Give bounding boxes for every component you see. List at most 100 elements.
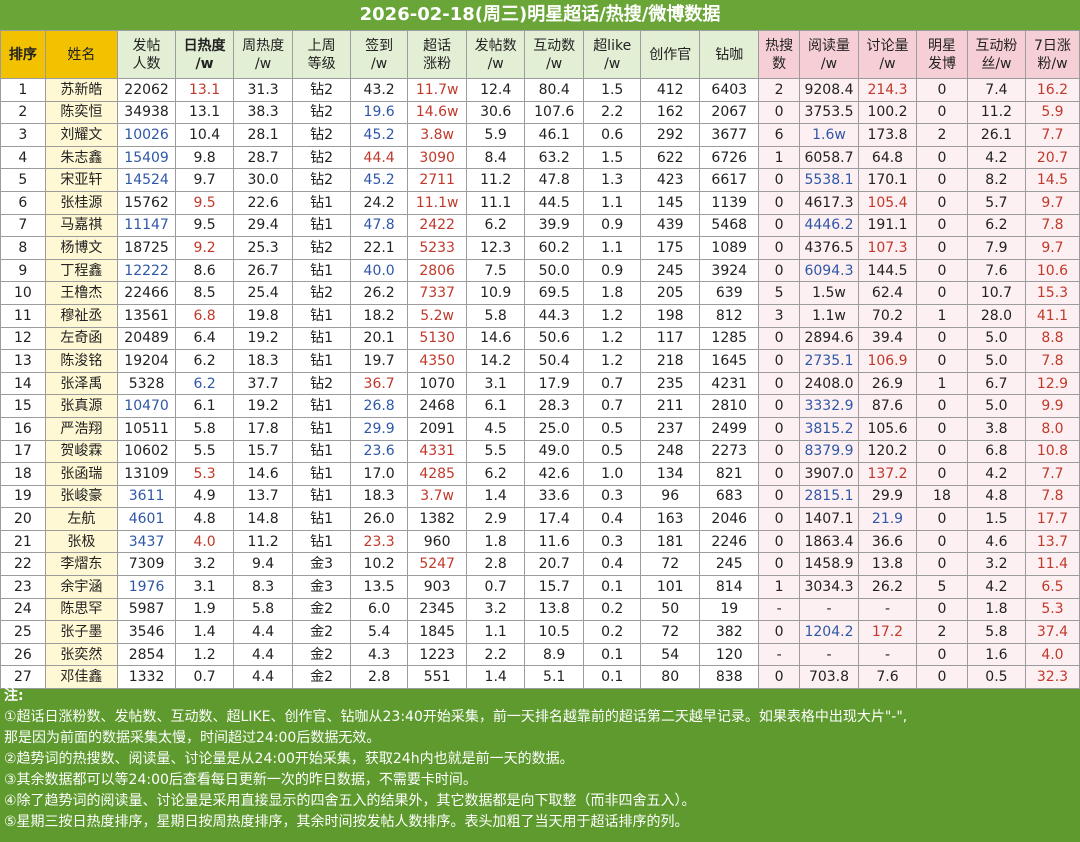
table-cell: 6.1 (175, 394, 235, 418)
table-cell: 7.5 (466, 258, 526, 283)
column-header: 创作官 (640, 30, 701, 79)
table-cell: 10.5 (524, 620, 585, 644)
table-cell: 28.1 (233, 123, 294, 147)
table-cell: 5 (916, 575, 968, 599)
table-cell: 34938 (117, 100, 177, 125)
table-cell: 42.6 (524, 462, 585, 486)
table-cell: 245 (640, 258, 701, 283)
table-cell: 2091 (407, 416, 468, 441)
table-cell: 0.6 (583, 123, 642, 147)
table-cell: 0.5 (583, 416, 642, 441)
table-cell: 412 (640, 78, 701, 102)
table-row: 8 杨博文 18725 9.2 25.3 钻2 22.1 5233 12.3 60.2 1.1 175… (0, 236, 1080, 260)
table-cell: 6094.3 (798, 258, 860, 283)
table-cell: 21.9 (857, 507, 918, 531)
table-cell: 11 (0, 303, 46, 328)
table-cell: 181 (640, 529, 701, 554)
table-cell: 6 (758, 123, 800, 147)
table-cell: 金3 (292, 552, 352, 577)
table-cell: 1070 (407, 371, 468, 396)
table-cell: 金2 (292, 620, 352, 644)
table-cell: 13.1 (175, 78, 235, 102)
table-row: 1 苏新皓 22062 13.1 31.3 钻2 43.2 11.7w 12.4 80.4 1.5 4… (0, 78, 1080, 102)
table-cell: 5468 (699, 213, 760, 238)
table-cell: 7.7 (1024, 123, 1080, 147)
table-cell: 44.5 (524, 190, 585, 215)
table-cell: 14 (0, 371, 46, 396)
table-row: 9 丁程鑫 12222 8.6 26.7 钻1 40.0 2806 7.5 50.0 0.9 245 3… (0, 258, 1080, 283)
table-cell: 5.7 (966, 190, 1026, 215)
table-cell: 10.6 (1024, 258, 1080, 283)
table-row: 13 陈浚铭 19204 6.2 18.3 钻1 19.7 4350 14.2 50.4 1.2 21… (0, 349, 1080, 373)
table-cell: 8.4 (466, 145, 526, 170)
table-cell: 0.7 (466, 575, 526, 599)
table-cell: 5.2w (407, 303, 468, 328)
star-name-cell: 苏新皓 (44, 78, 119, 102)
table-cell: 0 (916, 597, 968, 622)
table-cell: 50 (640, 597, 701, 622)
table-cell: 3.7w (407, 484, 468, 509)
table-row: 20 左航 4601 4.8 14.8 钻1 26.0 1382 2.9 17.4 0.4 163 20… (0, 507, 1080, 531)
table-cell: 10.9 (466, 281, 526, 305)
table-cell: 26.0 (350, 507, 409, 531)
table-cell: 100.2 (857, 100, 918, 125)
table-cell: 11.2 (966, 100, 1026, 125)
table-cell: 26.8 (350, 394, 409, 418)
table-cell: 5.8 (966, 620, 1026, 644)
table-cell: 0 (758, 439, 800, 464)
table-cell: 钻1 (292, 462, 352, 486)
table-cell: 2.2 (466, 642, 526, 667)
table-cell: 钻2 (292, 281, 352, 305)
table-cell: 32.3 (1024, 665, 1080, 690)
table-cell: 26.1 (966, 123, 1026, 147)
column-header: 阅读量/w (798, 30, 860, 79)
table-cell: 8.8 (1024, 326, 1080, 351)
table-cell: 1 (0, 78, 46, 102)
table-cell: 7.6 (857, 665, 918, 690)
table-cell: 3546 (117, 620, 177, 644)
table-cell: 4.0 (1024, 642, 1080, 667)
table-cell: 703.8 (798, 665, 860, 690)
table-cell: 14.2 (466, 349, 526, 373)
table-cell: 41.1 (1024, 303, 1080, 328)
table-cell: 5247 (407, 552, 468, 577)
table-cell: - (758, 642, 800, 667)
table-cell: 23.3 (350, 529, 409, 554)
table-cell: 382 (699, 620, 760, 644)
table-cell: 29.9 (350, 416, 409, 441)
table-cell: 0 (758, 529, 800, 554)
table-cell: - (758, 597, 800, 622)
table-cell: 2046 (699, 507, 760, 531)
table-cell: 30.0 (233, 168, 294, 192)
table-cell: 钻2 (292, 168, 352, 192)
table-cell: 1139 (699, 190, 760, 215)
table-cell: 0 (758, 620, 800, 644)
table-cell: 6.2 (175, 349, 235, 373)
table-cell: 237 (640, 416, 701, 441)
table-cell: 9.7 (1024, 236, 1080, 260)
table-cell: 钻2 (292, 145, 352, 170)
table-cell: 4446.2 (798, 213, 860, 238)
table-cell: 1.1 (583, 190, 642, 215)
table-cell: 3.2 (175, 552, 235, 577)
table-cell: 2345 (407, 597, 468, 622)
table-cell: 钻2 (292, 78, 352, 102)
table-cell: 3332.9 (798, 394, 860, 418)
table-cell: 钻1 (292, 416, 352, 441)
table-cell: 1204.2 (798, 620, 860, 644)
table-cell: 70.2 (857, 303, 918, 328)
table-cell: 44.4 (350, 145, 409, 170)
table-cell: 2499 (699, 416, 760, 441)
table-cell: 838 (699, 665, 760, 690)
table-cell: 20.7 (524, 552, 585, 577)
star-name-cell: 陈浚铭 (44, 349, 119, 373)
star-name-cell: 张极 (44, 529, 119, 554)
table-cell: 17.2 (857, 620, 918, 644)
table-cell: 0 (758, 462, 800, 486)
table-cell: 6.2 (466, 213, 526, 238)
table-cell: 6.1 (466, 394, 526, 418)
table-cell: 5.0 (966, 349, 1026, 373)
table-cell: 101 (640, 575, 701, 599)
table-cell: 5.4 (350, 620, 409, 644)
star-name-cell: 邓佳鑫 (44, 665, 119, 690)
